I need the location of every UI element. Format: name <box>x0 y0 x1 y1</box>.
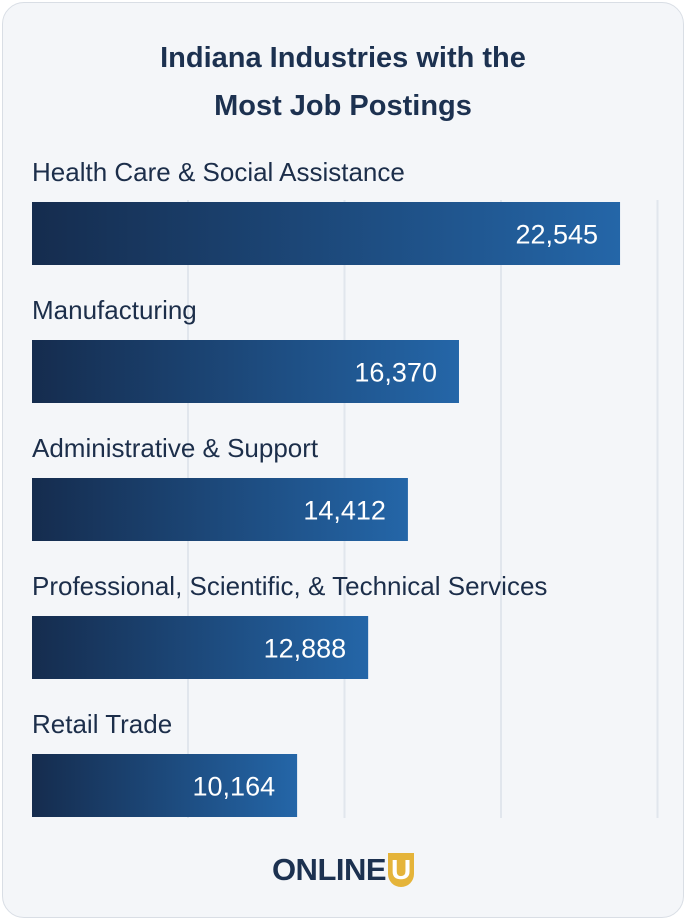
bar-value-label: 16,370 <box>354 358 437 388</box>
bar-value-label: 12,888 <box>264 634 347 664</box>
bar <box>32 340 459 403</box>
bar-value-label: 22,545 <box>515 220 598 250</box>
chart-title-line-1: Indiana Industries with the <box>160 42 526 74</box>
logo-text: ONLINE <box>271 852 387 887</box>
category-label: Professional, Scientific, & Technical Se… <box>32 571 547 601</box>
category-label: Manufacturing <box>32 295 197 325</box>
chart-title: Indiana Industries with the Most Job Pos… <box>0 34 686 130</box>
bar-value-label: 14,412 <box>303 496 386 526</box>
chart-title-line-2: Most Job Postings <box>214 90 472 122</box>
bar-value-label: 10,164 <box>193 772 276 802</box>
bar <box>32 202 621 265</box>
bar <box>32 616 369 679</box>
category-label: Health Care & Social Assistance <box>32 157 405 187</box>
logo-u-badge: U <box>388 853 415 887</box>
category-label: Administrative & Support <box>32 433 319 463</box>
bar <box>32 478 408 541</box>
bar <box>32 754 298 817</box>
category-label: Retail Trade <box>32 709 172 739</box>
onlineu-logo: ONLINE U <box>0 845 686 895</box>
